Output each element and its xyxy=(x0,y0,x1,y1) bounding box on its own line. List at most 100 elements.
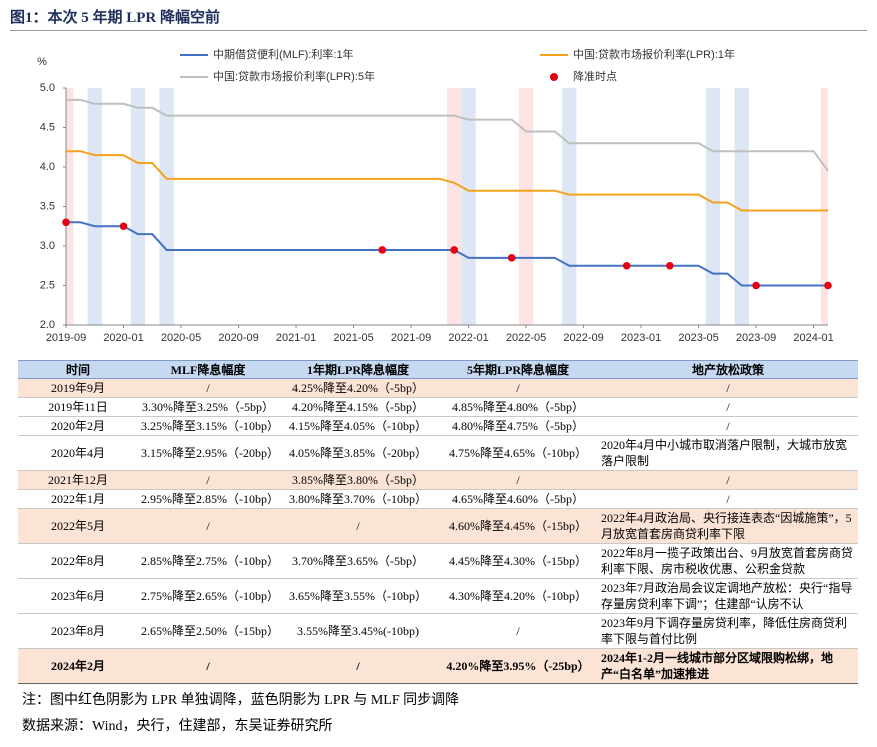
table-row: 2022年5月 //4.60%降至4.45%（-15bp） 2022年4月政治局、央… xyxy=(18,508,858,544)
shaded-band xyxy=(87,88,102,325)
table-cell: 3.55%降至3.45%(-10bp) xyxy=(278,613,438,649)
table-cell: 4.30%降至4.20%（-10bp） xyxy=(438,578,598,614)
table-cell: 4.60%降至4.45%（-15bp） xyxy=(438,508,598,544)
table-cell: 2023年8月 xyxy=(18,613,138,649)
table-cell: 3.30%降至3.25%（-5bp） xyxy=(138,397,278,417)
table-cell: 2022年8月一揽子政策出台、9月放宽首套房商贷利率下限、房市税收优惠、公积金贷… xyxy=(598,543,858,579)
table-cell: 2.75%降至2.65%（-10bp） xyxy=(138,578,279,614)
table-cell: / xyxy=(278,648,438,684)
header-cell: MLF降息幅度 xyxy=(138,360,278,379)
table-cell: / xyxy=(138,648,278,684)
rrr-cut-point xyxy=(62,218,70,227)
x-tick-label: 2022-09 xyxy=(563,332,603,344)
x-tick-label: 2023-05 xyxy=(678,332,718,344)
table-cell: / xyxy=(278,508,438,544)
table-cell: 3.15%降至2.95%（-20bp） xyxy=(138,435,279,471)
x-tick-label: 2022-05 xyxy=(506,332,546,344)
note: 注：图中红色阴影为 LPR 单独调降，蓝色阴影为 LPR 与 MLF 同步调降 xyxy=(22,693,460,708)
table-cell: / xyxy=(598,378,858,398)
table-cell: 4.20%降至3.95%（-25bp） xyxy=(438,648,598,684)
table-row: 2020年4月 3.15%降至2.95%（-20bp） 4.05%降至3.85%（-… xyxy=(18,435,858,471)
table-cell: / xyxy=(138,508,278,544)
table-row: 2023年6月 2.75%降至2.65%（-10bp） 3.65%降至3.55%（-… xyxy=(18,578,858,614)
table-cell: / xyxy=(598,489,858,509)
legend-label: 中国:贷款市场报价利率(LPR):5年 xyxy=(213,69,375,83)
table-cell: 2022年5月 xyxy=(18,508,138,544)
table-cell: / xyxy=(138,470,278,490)
legend-label: 降准时点 xyxy=(573,69,617,83)
line-series xyxy=(66,221,828,287)
table-cell: / xyxy=(138,378,278,398)
header-cell: 1年期LPR降息幅度 xyxy=(278,360,438,379)
table-row: 2020年2月 3.25%降至3.15%（-10bp） 4.15%降至4.05%（-… xyxy=(18,416,858,436)
table-cell: 2024年2月 xyxy=(18,648,138,684)
x-tick-label: 2021-09 xyxy=(391,332,431,344)
header-cell: 5年期LPR降息幅度 xyxy=(438,360,598,379)
x-tick-label: 2021-05 xyxy=(333,332,373,344)
table-cell: / xyxy=(438,470,598,490)
table-row: 2021年12月/3.85%降至3.80%（-5bp） / / xyxy=(18,470,858,490)
table-cell: 4.80%降至4.75%（-5bp） xyxy=(438,416,598,436)
table-cell: / xyxy=(598,397,858,417)
table-cell: 3.70%降至3.65%（-5bp） xyxy=(278,543,438,579)
table-row: 2019年11日 3.30%降至3.25%（-5bp） 4.20%降至4.15%（-… xyxy=(18,397,858,417)
table-cell: 3.85%降至3.80%（-5bp） xyxy=(278,470,438,490)
shaded-band xyxy=(734,88,749,325)
x-tick-label: 2023-01 xyxy=(621,332,661,344)
x-tick-label: 2024-01 xyxy=(793,332,833,344)
table-cell: 4.65%降至4.60%（-5bp） xyxy=(438,489,598,509)
y-tick-label: 4.0 xyxy=(40,161,55,173)
table-cell: 4.25%降至4.20%（-5bp） xyxy=(278,378,438,398)
table-cell: 2022年4月政治局、央行接连表态“因城施策”，5月放宽首套房商贷利率下限 xyxy=(598,508,858,544)
rrr-cut-point xyxy=(119,222,128,231)
note: 数据来源：Wind，央行，住建部，东吴证券研究所 xyxy=(22,719,333,734)
table-row: 2023年8月 2.65%降至2.50%（-15bp） 3.55%降至3.45%(-… xyxy=(18,613,858,649)
shaded-band xyxy=(130,88,146,325)
header-cell: 时间 xyxy=(18,360,138,379)
shaded-band xyxy=(518,88,534,325)
x-tick-label: 2023-09 xyxy=(736,332,776,344)
rrr-cut-point xyxy=(824,281,832,290)
table-cell: / xyxy=(438,378,598,398)
table-cell: 2020年4月中小城市取消落户限制，大城市放宽落户限制 xyxy=(598,435,858,471)
table-cell: 4.75%降至4.65%（-10bp） xyxy=(438,435,598,471)
table-cell: 2024年1-2月一线城市部分区域限购松绑，地产“白名单”加速推进 xyxy=(598,648,858,684)
table-cell: 2019年11日 xyxy=(18,397,138,417)
table-cell: 2019年9月 xyxy=(18,378,138,398)
table-row: 2024年2月 //4.20%降至3.95%（-25bp） 2024年1-2月一线城… xyxy=(18,648,858,684)
table-cell: 4.85%降至4.80%（-5bp） xyxy=(438,397,598,417)
rrr-cut-point xyxy=(666,261,674,270)
table-cell: 2.85%降至2.75%（-10bp） xyxy=(138,543,279,579)
x-tick-label: 2020-09 xyxy=(218,332,258,344)
y-tick-label: 5.0 xyxy=(40,82,55,94)
figure-title: 图1：本次 5 年期 LPR 降幅空前 xyxy=(10,6,867,31)
table-row: 2019年9月/4.25%降至4.20%（-5bp） / / xyxy=(18,378,858,398)
table-cell: 3.80%降至3.70%（-10bp） xyxy=(278,489,438,509)
table-cell: 2020年2月 xyxy=(18,416,138,436)
table-cell: 2.95%降至2.85%（-10bp） xyxy=(138,489,279,509)
rrr-cut-point xyxy=(450,246,458,254)
line-series xyxy=(66,98,829,172)
y-tick-label: 2.0 xyxy=(40,319,55,331)
table-cell: 3.25%降至3.15%（-10bp） xyxy=(138,416,279,436)
x-tick-label: 2020-05 xyxy=(161,332,201,344)
table-row: 2022年8月 2.85%降至2.75%（-10bp） 3.70%降至3.65%（-… xyxy=(18,543,858,579)
rrr-cut-point xyxy=(507,254,516,262)
table-cell: 2021年12月 xyxy=(18,470,138,490)
table-cell: 3.65%降至3.55%（-10bp） xyxy=(278,578,438,614)
shaded-band xyxy=(447,88,462,325)
rrr-cut-point xyxy=(752,281,760,290)
table-cell: 4.20%降至4.15%（-5bp） xyxy=(278,397,438,417)
table-cell: 4.05%降至3.85%（-20bp） xyxy=(278,435,438,471)
legend-label: 中国:贷款市场报价利率(LPR):1年 xyxy=(573,47,735,61)
header-cell: 地产放松政策 xyxy=(598,360,858,379)
table-cell: / xyxy=(598,416,858,436)
table-cell: 4.45%降至4.30%（-15bp） xyxy=(438,543,598,579)
x-tick-label: 2021-01 xyxy=(276,332,316,344)
legend-label: 中期借贷便利(MLF):利率:1年 xyxy=(213,47,354,61)
table-cell: 2023年7月政治局会议定调地产放松：央行“指导存量房贷利率下调”；住建部“认房… xyxy=(598,578,858,614)
shaded-band xyxy=(66,88,74,325)
table-cell: 2023年9月下调存量房贷利率，降低住房商贷利率下限与首付比例 xyxy=(598,613,858,649)
shaded-band xyxy=(820,88,828,325)
